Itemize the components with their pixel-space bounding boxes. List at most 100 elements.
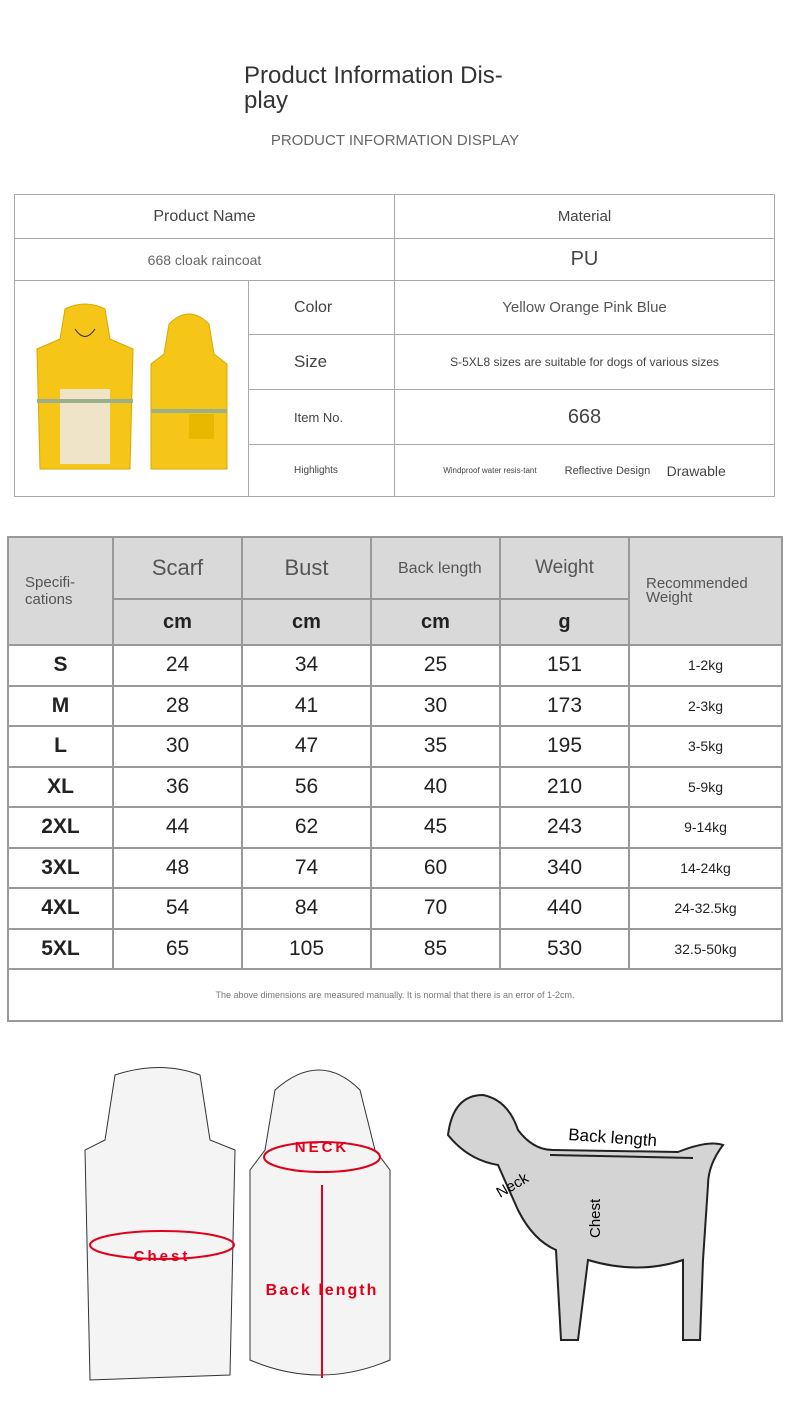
column-header: Bust (241, 536, 372, 600)
dog-chest-label: Chest (587, 1198, 604, 1238)
size-value: 530 (499, 927, 630, 970)
raincoat-front-image (35, 303, 134, 469)
recommended-weight: 9-14kg (628, 806, 783, 849)
recommended-weight: 32.5-50kg (628, 927, 783, 970)
size-label: 5XL (7, 927, 114, 970)
highlight-item: Drawable (666, 462, 726, 479)
recommended-weight: 14-24kg (628, 846, 783, 889)
size-value: 105 (241, 927, 372, 970)
size-row: 2XL 44 62 45 243 9-14kg (7, 806, 783, 849)
column-header: Weight (499, 536, 630, 600)
size-value: 62 (241, 806, 372, 849)
back-length-line (549, 1154, 694, 1159)
size-value: 34 (241, 644, 372, 687)
page-title: Product Information Dis-play (244, 62, 503, 114)
size-value: 54 (112, 887, 243, 930)
size-value: 243 (499, 806, 630, 849)
raincoat-front-outline (84, 1067, 236, 1381)
size-value: 24 (112, 644, 243, 687)
size-label: 3XL (7, 846, 114, 889)
size-value: 40 (370, 765, 501, 808)
neck-label: NECK (295, 1139, 350, 1156)
size-value: 44 (112, 806, 243, 849)
size-value: 30 (370, 684, 501, 727)
product-name-value: 668 cloak raincoat (14, 238, 395, 281)
size-value: 60 (370, 846, 501, 889)
size-value: 45 (370, 806, 501, 849)
size-row: 5XL 65 105 85 530 32.5-50kg (7, 927, 783, 970)
recommended-weight: 2-3kg (628, 684, 783, 727)
size-label: XL (7, 765, 114, 808)
recommended-weight: 24-32.5kg (628, 887, 783, 930)
product-image (14, 280, 249, 497)
size-value: 47 (241, 725, 372, 768)
item-value: 668 (394, 389, 775, 445)
recommended-weight: 5-9kg (628, 765, 783, 808)
back-length-label: Back length (266, 1282, 379, 1299)
size-value: 36 (112, 765, 243, 808)
size-row: 3XL 48 74 60 340 14-24kg (7, 846, 783, 889)
unit-header: cm (241, 598, 372, 646)
size-label: L (7, 725, 114, 768)
raincoat-back-outline (249, 1069, 391, 1376)
size-row: XL 36 56 40 210 5-9kg (7, 765, 783, 808)
size-value: 210 (499, 765, 630, 808)
size-value: 65 (112, 927, 243, 970)
size-value: 173 (499, 684, 630, 727)
size-value: 70 (370, 887, 501, 930)
neck-measure-ellipse (263, 1141, 381, 1173)
size-row: L 30 47 35 195 3-5kg (7, 725, 783, 768)
material-label: Material (394, 194, 775, 239)
size-value: 340 (499, 846, 630, 889)
chest-measure-ellipse (89, 1230, 235, 1260)
size-row: S 24 34 25 151 1-2kg (7, 644, 783, 687)
size-value: 84 (241, 887, 372, 930)
size-value: 74 (241, 846, 372, 889)
size-label: Size (248, 334, 395, 390)
size-value: 56 (241, 765, 372, 808)
unit-header: cm (370, 598, 501, 646)
size-label: 2XL (7, 806, 114, 849)
size-value: 85 (370, 927, 501, 970)
product-info-table: Product Name Material 668 cloak raincoat P… (14, 194, 775, 497)
size-value: 48 (112, 846, 243, 889)
size-row: 4XL 54 84 70 440 24-32.5kg (7, 887, 783, 930)
highlight-item: Windproof water resis-tant (443, 466, 537, 475)
page-subtitle: PRODUCT INFORMATION DISPLAY (270, 132, 520, 149)
raincoat-back-image (150, 313, 227, 469)
highlights-label: Highlights (248, 444, 395, 497)
measurement-note: The above dimensions are measured manual… (7, 968, 783, 1022)
size-label: S (7, 644, 114, 687)
size-value: 195 (499, 725, 630, 768)
size-value: 30 (112, 725, 243, 768)
size-value: S-5XL8 sizes are suitable for dogs of va… (394, 334, 775, 390)
material-value: PU (394, 238, 775, 281)
item-label: Item No. (248, 389, 395, 445)
size-value: 35 (370, 725, 501, 768)
size-value: 41 (241, 684, 372, 727)
size-row: M 28 41 30 173 2-3kg (7, 684, 783, 727)
column-header: Scarf (112, 536, 243, 600)
highlight-item: Reflective Design (564, 464, 651, 477)
unit-header: cm (112, 598, 243, 646)
color-value: Yellow Orange Pink Blue (394, 280, 775, 335)
size-label: M (7, 684, 114, 727)
dog-measurement-diagram: Back length Neck Chest (446, 1093, 725, 1341)
dog-back-length-label: Back length (568, 1125, 658, 1150)
color-label: Color (248, 280, 395, 335)
recommended-weight: 3-5kg (628, 725, 783, 768)
size-value: 440 (499, 887, 630, 930)
size-label: 4XL (7, 887, 114, 930)
chest-label: Chest (134, 1248, 191, 1265)
product-name-label: Product Name (14, 194, 395, 239)
recommended-header: Recommended Weight (628, 536, 783, 646)
spec-header: Specifi-cations (7, 536, 114, 646)
size-value: 28 (112, 684, 243, 727)
column-header: Back length (370, 536, 501, 600)
raincoat-measurement-diagram: Chest NECK Back length (84, 1067, 391, 1381)
size-table: Specifi-cations Scarf Bust Back length W… (7, 536, 783, 1022)
unit-header: g (499, 598, 630, 646)
recommended-weight: 1-2kg (628, 644, 783, 687)
size-value: 25 (370, 644, 501, 687)
size-value: 151 (499, 644, 630, 687)
